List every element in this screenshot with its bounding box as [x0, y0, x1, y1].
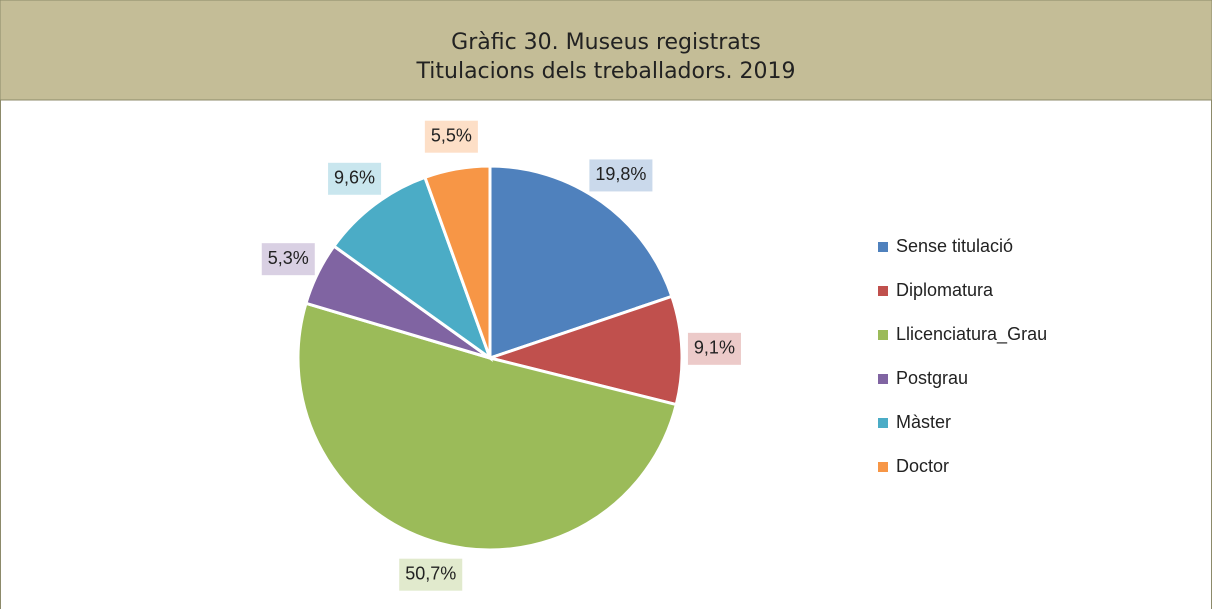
data-label: 19,8% — [595, 164, 646, 184]
data-label-bg — [399, 558, 463, 591]
data-label: 5,5% — [431, 125, 472, 145]
data-label: 5,3% — [268, 248, 309, 268]
pie-slice — [296, 301, 679, 552]
legend-swatch — [878, 418, 888, 428]
legend-swatch — [878, 462, 888, 472]
data-label: 9,1% — [694, 338, 735, 358]
header-band — [0, 0, 1212, 101]
chart-subtitle: Titulacions dels treballadors. 2019 — [416, 59, 796, 84]
data-label-bg — [261, 243, 315, 276]
pie-slice — [484, 294, 684, 407]
legend-swatch — [878, 374, 888, 384]
legend-label: Doctor — [896, 456, 949, 476]
legend-label: Sense titulació — [896, 236, 1013, 256]
legend-label: Diplomatura — [896, 280, 994, 300]
pie-slice — [488, 164, 674, 361]
legend-label: Màster — [896, 412, 951, 432]
data-label-bg — [589, 159, 653, 192]
pie-slice — [423, 164, 492, 359]
data-label: 9,6% — [334, 168, 375, 188]
legend-label: Postgrau — [896, 368, 968, 388]
data-label-bg — [687, 332, 741, 365]
legend-swatch — [878, 330, 888, 340]
data-label: 50,7% — [405, 563, 456, 583]
legend-label: Llicenciatura_Grau — [896, 324, 1047, 345]
data-label-bg — [424, 120, 478, 153]
chart-title: Gràfic 30. Museus registrats — [451, 30, 761, 55]
legend-swatch — [878, 242, 888, 252]
pie-slice — [331, 175, 494, 363]
legend-swatch — [878, 286, 888, 296]
data-label-bg — [328, 162, 382, 195]
